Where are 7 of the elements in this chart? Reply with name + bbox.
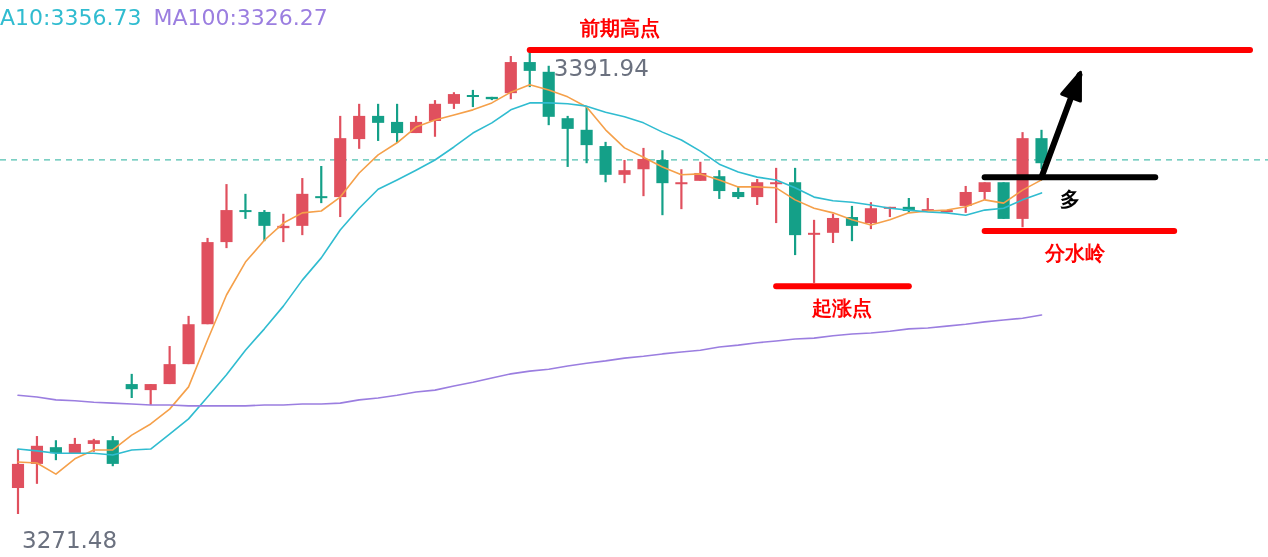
series-label: 前期高点 <box>578 16 660 40</box>
value-label: 3271.48 <box>22 527 118 553</box>
value-label: 3391.94 <box>553 55 649 81</box>
series-label: 分水岭 <box>1043 240 1106 265</box>
series-names: A10:3356.73 MA100:3326.27 <box>0 5 328 30</box>
series-label: 起涨点 <box>811 296 873 321</box>
series-label: 多 <box>1059 187 1080 212</box>
